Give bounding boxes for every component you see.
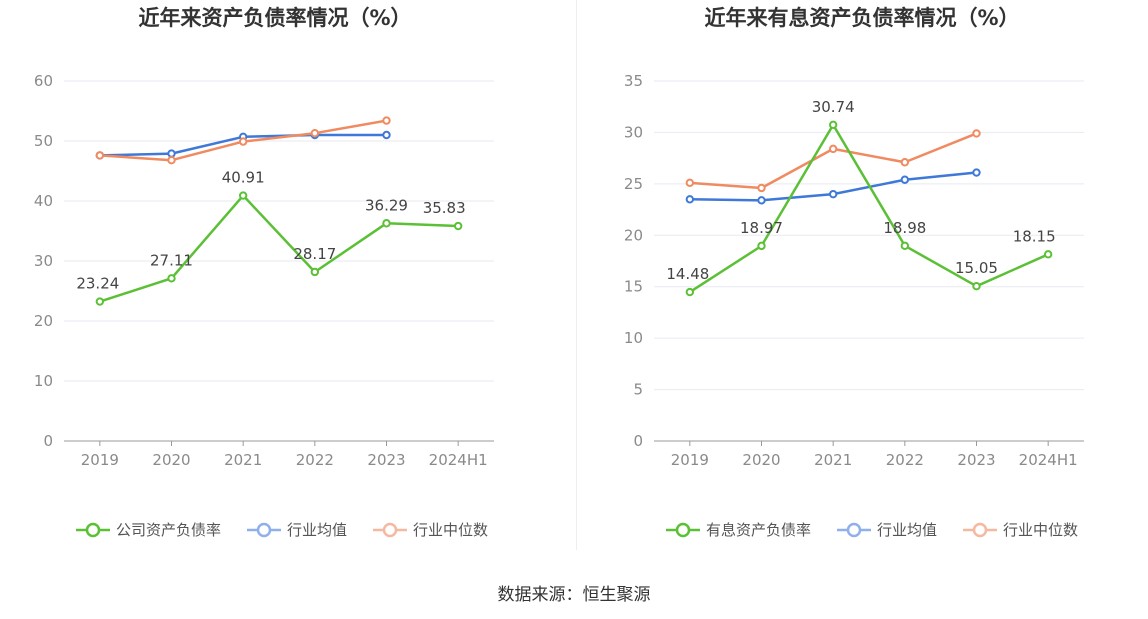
y-tick-label: 60 (34, 72, 53, 90)
data-point-industry_avg (382, 130, 391, 140)
legend-label: 行业中位数 (1003, 521, 1078, 539)
data-point-industry_median (972, 129, 981, 138)
data-point-industry_median (310, 129, 320, 138)
data-point-company (453, 221, 463, 231)
data-label: 36.29 (365, 196, 408, 214)
y-tick-label: 10 (624, 329, 643, 347)
x-tick-label: 2020 (742, 451, 780, 469)
data-point-industry_median (685, 178, 695, 188)
y-tick-label: 35 (624, 72, 643, 90)
legend-item-company: 有息资产负债率 (666, 521, 811, 539)
y-tick-label: 20 (34, 312, 53, 330)
x-tick-label: 2021 (814, 451, 852, 469)
data-point-industry_avg (167, 149, 176, 158)
x-tick-label: 2022 (886, 451, 924, 469)
interest-bearing-liability-ratio-chart: 近年来有息资产负债率情况（%） 0 5 10 15 20 25 30 35 2019 2020 202… (624, 6, 1084, 539)
series-line-company (99, 194, 459, 303)
y-tick-label: 30 (34, 252, 53, 270)
legend-item-industry_avg: 行业均值 (247, 521, 347, 539)
y-tick-label: 5 (633, 381, 643, 399)
x-tick-label: 2024H1 (1019, 451, 1078, 469)
legend-label: 行业均值 (287, 521, 347, 539)
panel-divider (576, 0, 577, 550)
legend-marker (846, 522, 862, 538)
data-label: 35.83 (423, 199, 466, 217)
data-point-company (238, 191, 248, 200)
x-tick-label: 2019 (671, 451, 709, 469)
legend-item-industry_avg: 行业均值 (837, 521, 937, 539)
x-tick-label: 2019 (81, 451, 119, 469)
data-point-industry_median (167, 156, 176, 165)
data-point-company (972, 282, 981, 291)
data-label: 14.48 (666, 265, 709, 283)
y-tick-label: 40 (34, 192, 53, 210)
data-point-industry_avg (828, 189, 838, 199)
data-label: 23.24 (76, 275, 119, 293)
data-point-company (757, 241, 766, 251)
data-point-industry_avg (972, 168, 981, 177)
data-label: 30.74 (812, 98, 855, 116)
data-label: 18.98 (883, 219, 926, 237)
data-point-company (382, 219, 391, 228)
legend-label: 行业中位数 (413, 521, 488, 539)
series-line-industry_median (689, 132, 977, 190)
data-point-industry_avg (685, 195, 695, 204)
data-point-company (1043, 250, 1053, 259)
data-point-company (900, 241, 910, 250)
y-tick-label: 0 (633, 432, 643, 450)
chart-title: 近年来资产负债率情况（%） (138, 6, 411, 30)
data-point-industry_median (382, 116, 391, 125)
data-point-industry_median (828, 144, 838, 154)
data-label: 18.15 (1013, 227, 1056, 245)
y-tick-label: 10 (34, 372, 53, 390)
data-point-industry_median (238, 137, 248, 146)
y-tick-label: 30 (624, 123, 643, 141)
data-point-industry_median (900, 158, 910, 167)
x-tick-label: 2023 (957, 451, 995, 469)
legend-marker (972, 522, 988, 538)
x-tick-label: 2022 (296, 451, 334, 469)
data-label: 15.05 (955, 259, 998, 277)
legend-item-industry_median: 行业中位数 (963, 521, 1078, 539)
legend-item-industry_median: 行业中位数 (373, 521, 488, 539)
x-tick-label: 2023 (367, 451, 405, 469)
legend-marker (675, 522, 691, 538)
data-point-industry_avg (900, 175, 910, 184)
data-point-company (685, 287, 695, 297)
legend-label: 行业均值 (877, 521, 937, 539)
series-line-company (689, 123, 1049, 294)
x-tick-label: 2024H1 (429, 451, 488, 469)
data-point-company (167, 274, 176, 283)
y-tick-label: 20 (624, 226, 643, 244)
legend-label: 公司资产负债率 (116, 521, 221, 539)
data-point-industry_median (757, 183, 766, 193)
chart-title: 近年来有息资产负债率情况（%） (704, 6, 1019, 30)
y-tick-label: 25 (624, 175, 643, 193)
data-label: 40.91 (222, 169, 265, 187)
data-source-note: 数据来源：恒生聚源 (497, 585, 651, 605)
data-point-company (310, 267, 320, 277)
x-tick-label: 2020 (152, 451, 190, 469)
data-label: 18.97 (740, 219, 783, 237)
y-tick-label: 15 (624, 278, 643, 296)
legend-marker (256, 522, 272, 538)
data-label: 27.11 (150, 251, 193, 269)
legend-marker (382, 522, 398, 538)
x-tick-label: 2021 (224, 451, 262, 469)
y-tick-label: 50 (34, 132, 53, 150)
data-point-company (95, 297, 105, 306)
y-tick-label: 0 (43, 432, 53, 450)
legend-label: 有息资产负债率 (706, 521, 811, 539)
asset-liability-ratio-chart: 近年来资产负债率情况（%） 0 10 20 30 40 50 60 2019 2020 2021 20… (34, 6, 494, 539)
data-label: 28.17 (293, 245, 336, 263)
legend-item-company: 公司资产负债率 (76, 521, 221, 539)
data-point-company (828, 120, 838, 130)
legend-marker (85, 522, 101, 538)
data-point-industry_median (95, 151, 105, 160)
data-point-industry_avg (757, 196, 766, 205)
